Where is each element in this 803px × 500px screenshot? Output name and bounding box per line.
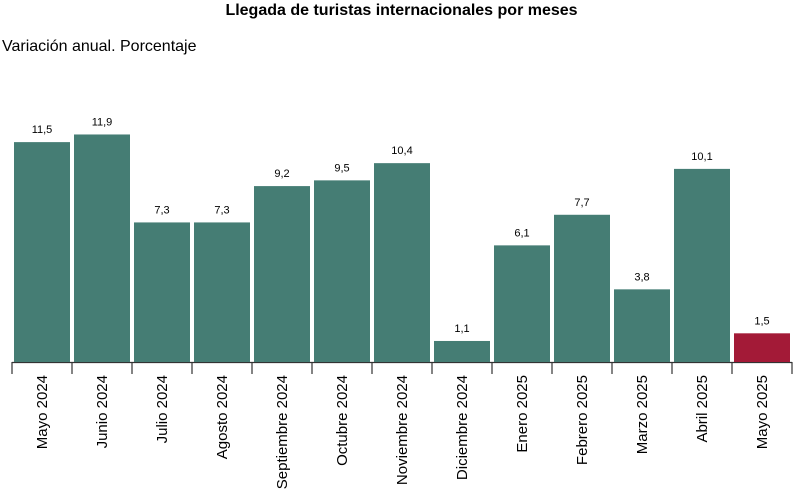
- data-label-7: 1,1: [454, 323, 469, 335]
- x-tick-label-3: Agosto 2024: [214, 375, 231, 459]
- bar-4: [254, 186, 310, 362]
- x-tick-label-12: Mayo 2025: [754, 375, 771, 449]
- data-label-4: 9,2: [274, 168, 289, 180]
- bar-10: [614, 289, 670, 362]
- x-tick-label-2: Julio 2024: [154, 375, 171, 443]
- x-tick-label-7: Diciembre 2024: [454, 375, 471, 480]
- data-label-12: 1,5: [754, 315, 769, 327]
- bar-2: [134, 222, 190, 362]
- bar-8: [494, 245, 550, 362]
- bar-11: [674, 168, 730, 362]
- data-label-1: 11,9: [92, 116, 113, 128]
- data-label-8: 6,1: [514, 227, 529, 239]
- bar-9: [554, 214, 610, 362]
- bar-6: [374, 163, 430, 362]
- x-tick-label-9: Febrero 2025: [574, 375, 591, 465]
- data-label-0: 11,5: [32, 124, 53, 136]
- data-label-6: 10,4: [391, 145, 412, 157]
- chart-title: Llegada de turistas internacionales por …: [225, 2, 578, 19]
- data-label-10: 3,8: [634, 271, 649, 283]
- x-tick-label-1: Junio 2024: [94, 375, 111, 448]
- bar-7: [434, 340, 490, 362]
- bar-0: [14, 142, 70, 362]
- x-tick-label-6: Noviembre 2024: [394, 375, 411, 485]
- x-tick-label-0: Mayo 2024: [34, 375, 51, 449]
- data-label-2: 7,3: [154, 204, 169, 216]
- bar-1: [74, 134, 130, 362]
- bar-5: [314, 180, 370, 362]
- x-tick-label-11: Abril 2025: [694, 375, 711, 443]
- bar-12: [734, 333, 790, 362]
- x-tick-label-5: Octubre 2024: [334, 375, 351, 466]
- x-tick-label-8: Enero 2025: [514, 375, 531, 453]
- chart-subtitle: Variación anual. Porcentaje: [2, 38, 197, 55]
- x-tick-label-4: Septiembre 2024: [274, 375, 291, 489]
- bar-3: [194, 222, 250, 362]
- data-label-11: 10,1: [691, 151, 712, 163]
- data-label-3: 7,3: [214, 204, 229, 216]
- data-label-9: 7,7: [574, 197, 589, 209]
- data-label-5: 9,5: [334, 162, 349, 174]
- x-tick-label-10: Marzo 2025: [634, 375, 651, 454]
